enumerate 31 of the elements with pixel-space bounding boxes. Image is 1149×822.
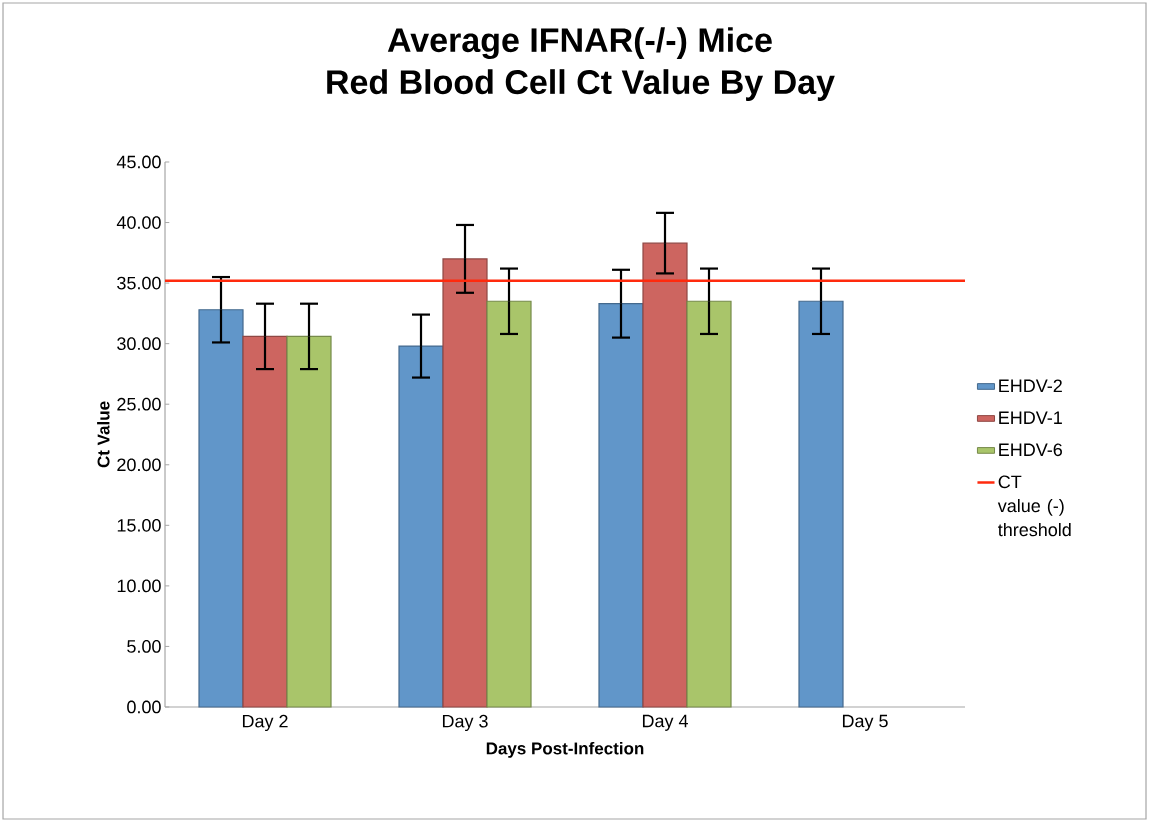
bar <box>198 309 244 708</box>
y-tick-label: 5.00 <box>127 640 161 653</box>
y-tick-label: 40.00 <box>116 216 161 229</box>
bar <box>798 300 844 708</box>
bar <box>486 300 532 708</box>
legend-label: EHDV-6 <box>999 443 1062 457</box>
x-tick-label: Day 3 <box>442 714 488 732</box>
legend-label: EHDV-1 <box>999 411 1062 424</box>
x-tick-label: Day 4 <box>642 714 688 731</box>
bar <box>286 335 332 708</box>
y-tick-label: 30.00 <box>117 337 161 351</box>
y-tick-label: 35.00 <box>117 276 161 290</box>
bar <box>598 303 644 708</box>
bar <box>442 258 488 708</box>
legend-label: CT value (-) threshold <box>997 475 1071 537</box>
y-tick-label: 20.00 <box>117 458 161 472</box>
x-axis-title: Days Post-Infection <box>486 741 644 758</box>
y-tick-label: 45.00 <box>116 155 161 169</box>
bar <box>242 335 288 708</box>
y-axis-title: Ct Value <box>97 401 110 468</box>
legend-label: EHDV-2 <box>999 379 1062 393</box>
bar <box>642 242 688 708</box>
y-tick-label: 25.00 <box>117 397 161 411</box>
x-tick-label: Day 5 <box>842 714 888 731</box>
x-tick-label: Day 2 <box>242 714 288 732</box>
y-tick-label: 0.00 <box>127 700 161 714</box>
chart-title: Average IFNAR(-/-) Mice Red Blood Cell Ct Value By Day <box>327 27 835 101</box>
y-tick-label: 10.00 <box>117 579 161 593</box>
bar <box>686 300 732 708</box>
bar <box>398 345 444 708</box>
y-tick-label: 15.00 <box>117 518 161 532</box>
